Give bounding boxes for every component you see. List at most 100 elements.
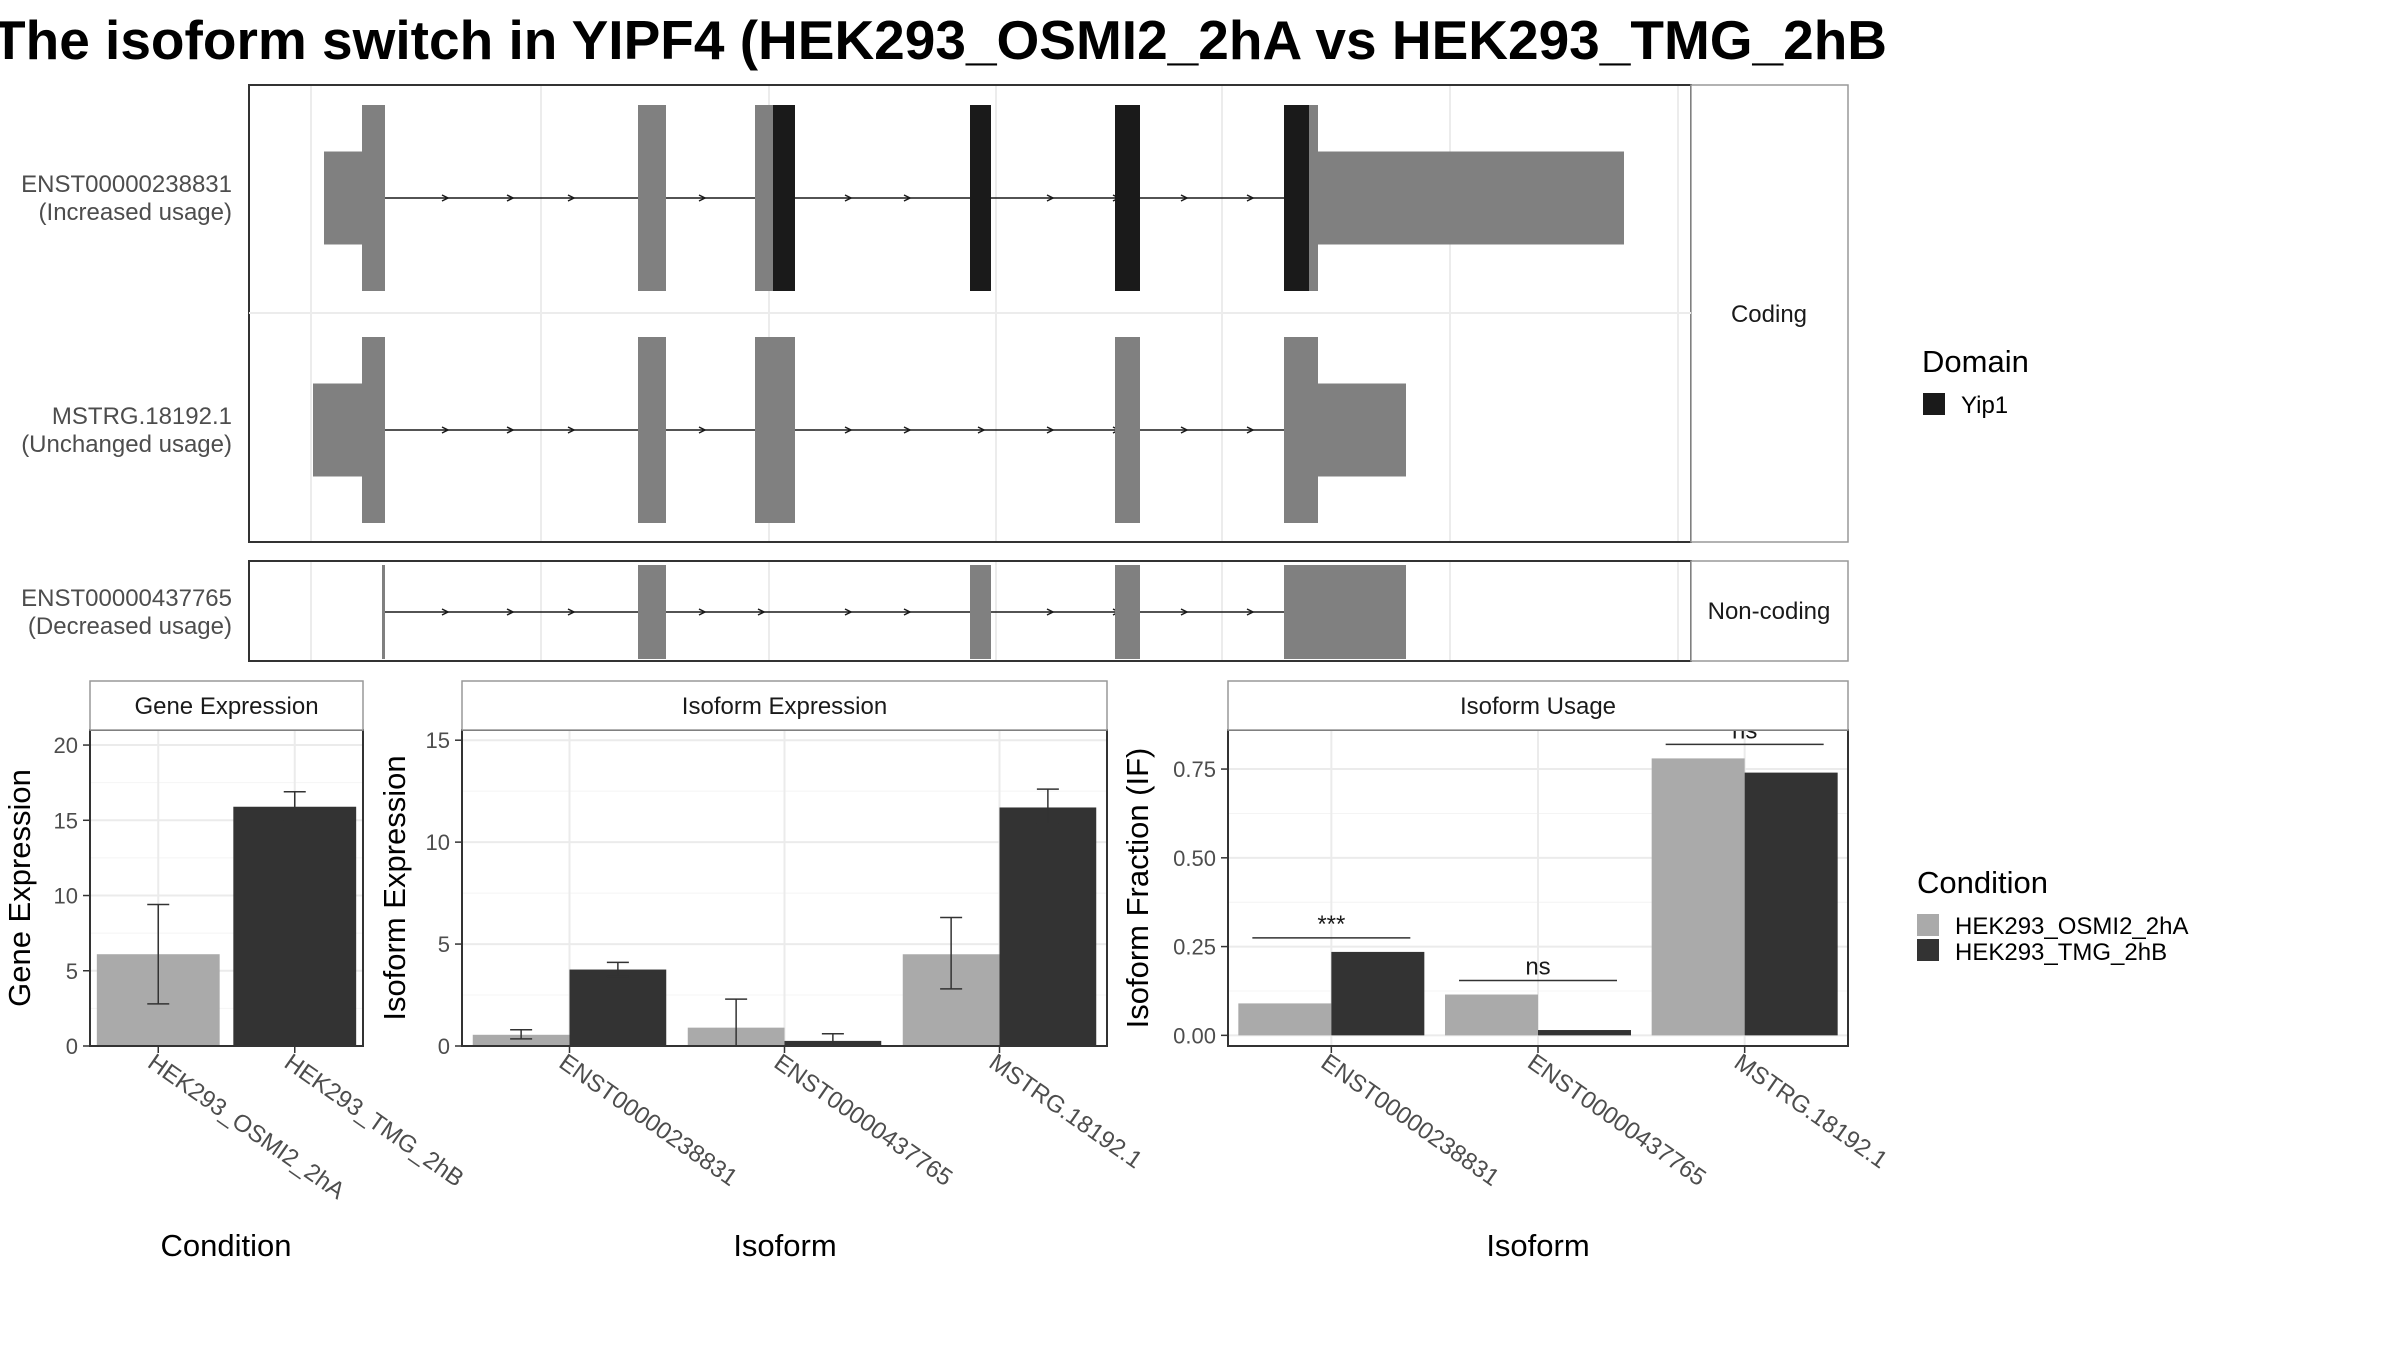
- y-tick-label: 0.50: [1173, 846, 1216, 871]
- x-tick-label: ENST00000437765: [1523, 1049, 1711, 1192]
- domain-legend-item: Yip1: [1961, 392, 2008, 419]
- exon-block: [362, 337, 385, 523]
- transcript-label-1-id: ENST00000238831: [21, 171, 232, 198]
- bar: [1744, 772, 1838, 1036]
- y-tick-label: 10: [54, 884, 78, 909]
- exon-block: [638, 337, 666, 523]
- exon-block: [755, 337, 795, 523]
- domain-block: [1284, 105, 1309, 291]
- exon-block: [382, 565, 385, 659]
- y-tick-label: 10: [426, 830, 450, 855]
- intron-arrow: [1046, 608, 1055, 616]
- intron-arrow: [1180, 608, 1189, 616]
- intron-arrow: [1246, 426, 1255, 434]
- y-tick-label: 0.00: [1173, 1023, 1216, 1048]
- transcript-models: [313, 105, 1624, 659]
- exon-block: [1115, 565, 1140, 659]
- exon-block: [1318, 151, 1624, 245]
- intron-arrow: [567, 608, 576, 616]
- bar: [569, 969, 667, 1046]
- x-tick-label: MSTRG.18192.1: [1729, 1049, 1892, 1174]
- intron-arrow: [844, 194, 853, 202]
- intron-arrow: [506, 426, 515, 434]
- bar: [1651, 758, 1745, 1036]
- transcript-label-2-id: MSTRG.18192.1: [52, 403, 232, 430]
- significance-label: ***: [1317, 911, 1345, 938]
- exon-block: [1284, 337, 1318, 523]
- intron-arrow: [903, 426, 912, 434]
- exon-block: [313, 383, 362, 477]
- y-tick-label: 5: [438, 932, 450, 957]
- y-tick-label: 0: [438, 1034, 450, 1059]
- intron-arrow: [844, 426, 853, 434]
- facet-strip-label: Isoform Expression: [682, 693, 887, 720]
- x-tick-label: MSTRG.18192.1: [984, 1049, 1147, 1174]
- condition-legend-title: Condition: [1917, 865, 2048, 900]
- x-axis-title: Isoform: [1486, 1228, 1589, 1263]
- x-tick-label: ENST00000238831: [1316, 1049, 1504, 1192]
- facet-strip: [89, 680, 364, 731]
- condition-legend-item-2: HEK293_TMG_2hB: [1955, 939, 2167, 966]
- intron-arrow: [441, 608, 450, 616]
- exon-block: [638, 565, 666, 659]
- intron-arrow: [844, 608, 853, 616]
- coding-strip-label: Coding: [1731, 301, 1807, 328]
- y-axis-title: Isoform Expression: [377, 755, 412, 1020]
- bar: [472, 1034, 570, 1046]
- bar: [1331, 951, 1425, 1036]
- y-tick-label: 0.25: [1173, 935, 1216, 960]
- intron-arrow: [1046, 194, 1055, 202]
- intron-arrow: [698, 426, 707, 434]
- condition-legend-swatch-1: [1917, 914, 1939, 936]
- y-tick-label: 15: [426, 728, 450, 753]
- condition-legend-swatch-2: [1917, 939, 1939, 961]
- structure-panel: Coding Non-coding ENST00000238831 (Incre…: [21, 84, 1849, 662]
- exon-block: [362, 105, 385, 291]
- exon-block: [755, 105, 775, 291]
- condition-legend: Condition HEK293_OSMI2_2hA HEK293_TMG_2h…: [1917, 865, 2188, 966]
- intron-arrow: [441, 426, 450, 434]
- facet-strip-label: Gene Expression: [134, 693, 318, 720]
- intron-arrow: [506, 608, 515, 616]
- intron-arrow: [698, 194, 707, 202]
- exon-block: [1309, 105, 1318, 291]
- x-axis-title: Condition: [161, 1228, 292, 1263]
- intron-arrow: [567, 194, 576, 202]
- facet-strip: [461, 680, 1108, 731]
- noncoding-strip-box: [1690, 560, 1849, 662]
- intron-arrow: [757, 608, 766, 616]
- gene-expression-chart: Gene Expression05101520HEK293_OSMI2_2hAH…: [2, 680, 469, 1263]
- exon-block: [324, 151, 362, 245]
- y-axis-title: Gene Expression: [2, 769, 37, 1007]
- intron-arrow: [1180, 194, 1189, 202]
- domain-legend: Domain Yip1: [1922, 344, 2029, 419]
- intron-arrow: [506, 194, 515, 202]
- domain-legend-swatch: [1923, 393, 1945, 415]
- intron-arrow: [903, 608, 912, 616]
- bar: [1445, 994, 1538, 1036]
- condition-legend-item-1: HEK293_OSMI2_2hA: [1955, 913, 2188, 940]
- bar: [999, 807, 1097, 1046]
- bar: [1238, 1003, 1332, 1036]
- bar: [233, 806, 357, 1046]
- bar: [1538, 1030, 1631, 1036]
- facet-strip: [1227, 680, 1849, 731]
- transcript-label-2-usage: (Unchanged usage): [21, 431, 232, 458]
- coding-strip-box: [1690, 84, 1849, 543]
- y-tick-label: 20: [54, 733, 78, 758]
- domain-block: [1115, 105, 1140, 291]
- page-title: The isoform switch in YIPF4 (HEK293_OSMI…: [0, 9, 1888, 71]
- y-tick-label: 0: [66, 1034, 78, 1059]
- intron-arrow: [977, 426, 986, 434]
- noncoding-strip-label: Non-coding: [1708, 598, 1831, 625]
- exon-block: [1115, 337, 1140, 523]
- intron-arrow: [1246, 194, 1255, 202]
- intron-arrow: [1180, 426, 1189, 434]
- y-tick-label: 15: [54, 808, 78, 833]
- exon-block: [638, 105, 666, 291]
- exon-block: [970, 565, 991, 659]
- x-axis-title: Isoform: [733, 1228, 836, 1263]
- significance-label: ns: [1525, 954, 1550, 981]
